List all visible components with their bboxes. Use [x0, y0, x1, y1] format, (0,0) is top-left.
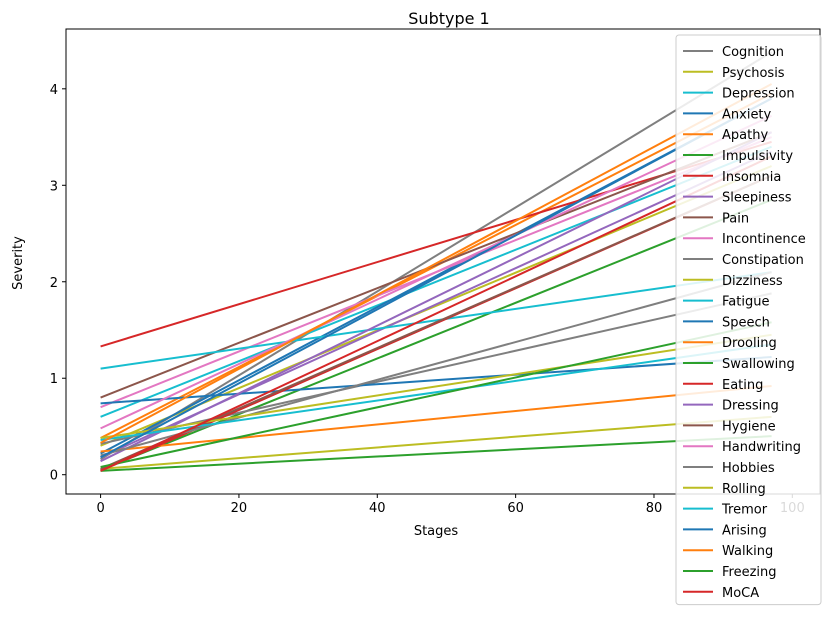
- x-tick-label: 60: [507, 501, 524, 516]
- legend-label: Cognition: [722, 45, 784, 60]
- series-line-depression: [100, 145, 772, 418]
- series-line-tremor: [100, 343, 772, 441]
- series-line-handwriting: [100, 114, 773, 430]
- series-line-cognition: [100, 51, 773, 461]
- legend-label: Dizziness: [722, 274, 783, 289]
- y-tick-label: 2: [50, 276, 58, 291]
- series-line-rolling: [100, 333, 772, 440]
- x-axis-label: Stages: [414, 524, 459, 539]
- y-tick-label: 1: [50, 372, 58, 387]
- y-axis-ticks: 0 1 2 3 4: [50, 83, 66, 484]
- legend-label: Walking: [722, 544, 773, 559]
- series-line-moca: [100, 155, 773, 472]
- legend-label: Tremor: [721, 503, 768, 518]
- legend-label: Sleepiness: [722, 191, 792, 206]
- legend: Cognition Psychosis Depression Anxiety Apath…: [675, 34, 822, 606]
- legend-label: Eating: [722, 378, 763, 393]
- legend-label: Hygiene: [722, 419, 776, 434]
- series-line-freezing: [100, 321, 772, 468]
- legend-label: Swallowing: [722, 357, 795, 372]
- y-tick-label: 0: [50, 469, 58, 484]
- legend-label: Handwriting: [722, 440, 801, 455]
- x-tick-label: 20: [231, 501, 248, 516]
- legend-label: Fatigue: [722, 295, 769, 310]
- series-line-fatigue: [100, 271, 772, 370]
- series-line-speech: [100, 356, 772, 405]
- series-line-drooling: [100, 384, 772, 453]
- legend-label: Incontinence: [722, 232, 806, 247]
- series-line-psychosis: [100, 165, 772, 447]
- x-tick-label: 80: [646, 501, 663, 516]
- legend-label: Apathy: [722, 128, 768, 143]
- chart-title: Subtype 1: [408, 9, 489, 28]
- legend-label: Impulsivity: [722, 149, 793, 164]
- series-line-dizziness: [100, 415, 772, 470]
- legend-label: Hobbies: [722, 461, 775, 476]
- legend-label: Drooling: [722, 336, 777, 351]
- series-line-pain: [100, 131, 772, 399]
- y-tick-label: 4: [50, 83, 58, 98]
- legend-label: Depression: [722, 87, 795, 102]
- x-tick-label: 40: [369, 501, 386, 516]
- legend-label: Freezing: [722, 565, 777, 580]
- legend-label: Constipation: [722, 253, 804, 268]
- series-line-impulsivity: [100, 198, 772, 471]
- legend-label: MoCA: [722, 586, 759, 601]
- legend-label: Rolling: [722, 482, 766, 497]
- plot-lines: [100, 51, 773, 472]
- legend-label: Anxiety: [722, 107, 772, 122]
- legend-label: Speech: [722, 315, 770, 330]
- legend-label: Insomnia: [722, 170, 781, 185]
- series-line-dressing: [100, 131, 773, 463]
- series-line-arising: [100, 97, 773, 459]
- legend-label: Psychosis: [722, 66, 785, 81]
- legend-label: Arising: [722, 523, 767, 538]
- y-axis-label: Severity: [11, 236, 26, 290]
- y-tick-label: 3: [50, 179, 58, 194]
- series-line-walking: [100, 83, 773, 444]
- legend-label: Pain: [722, 211, 749, 226]
- series-line-swallowing: [100, 435, 772, 472]
- legend-label: Dressing: [722, 399, 779, 414]
- legend-box: [675, 34, 822, 606]
- x-tick-label: 0: [96, 501, 104, 516]
